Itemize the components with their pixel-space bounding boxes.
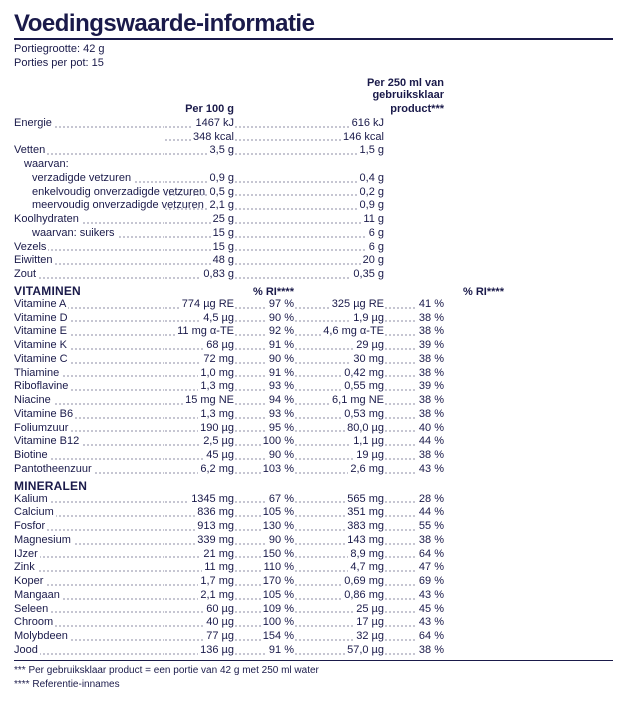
mineral-row: Fosfor913 mg130 %383 mg55 % — [14, 520, 613, 534]
footnote-1: *** Per gebruiksklaar product = een port… — [14, 665, 613, 677]
satfat-row: verzadigde vetzuren 0,9 g 0,4 g — [14, 172, 613, 186]
vitamin-row: Pantotheenzuur6,2 mg103 %2,6 mg43 % — [14, 463, 613, 477]
column-headers: Per 250 ml van gebruiksklaar — [14, 77, 613, 101]
vitamin-row: Vitamine A774 µg RE97 %325 µg RE41 % — [14, 298, 613, 312]
servings-per: Porties per pot: 15 — [14, 56, 613, 70]
mineral-row: Koper1,7 mg170 %0,69 mg69 % — [14, 575, 613, 589]
vitamin-row: Niacine15 mg NE94 %6,1 mg NE38 % — [14, 394, 613, 408]
vitamin-row: Vitamine B122,5 µg100 %1,1 µg44 % — [14, 435, 613, 449]
sugar-row: waarvan: suikers 15 g 6 g — [14, 227, 613, 241]
serving-size: Portiegrootte: 42 g — [14, 42, 613, 56]
column-headers-2: Per 100 g product*** — [14, 103, 613, 115]
of-which-row: waarvan: — [14, 158, 613, 172]
footnote-2: **** Referentie-innames — [14, 679, 613, 691]
vitamin-row: Vitamine D4,5 µg90 %1,9 µg38 % — [14, 312, 613, 326]
mineral-row: IJzer21 mg150 %8,9 mg64 % — [14, 548, 613, 562]
mineral-row: Kalium1345 mg67 %565 mg28 % — [14, 493, 613, 507]
protein-row: Eiwitten 48 g 20 g — [14, 254, 613, 268]
vitamin-row: Thiamine1,0 mg91 %0,42 mg38 % — [14, 367, 613, 381]
vitamin-row: Vitamine K68 µg91 %29 µg39 % — [14, 339, 613, 353]
vitamins-header: VITAMINEN % RI**** % RI**** — [14, 284, 613, 298]
mineral-row: Molybdeen77 µg154 %32 µg64 % — [14, 630, 613, 644]
title: Voedingswaarde-informatie — [14, 10, 613, 40]
vitamin-row: Vitamine C72 mg90 %30 mg38 % — [14, 353, 613, 367]
vitamin-row: Vitamine B61,3 mg93 %0,53 mg38 % — [14, 408, 613, 422]
mineral-row: Mangaan2,1 mg105 %0,86 mg43 % — [14, 589, 613, 603]
fat-row: Vetten 3,5 g 1,5 g — [14, 144, 613, 158]
vitamin-row: Riboflavine1,3 mg93 %0,55 mg39 % — [14, 380, 613, 394]
mineral-row: Calcium836 mg105 %351 mg44 % — [14, 506, 613, 520]
energy-row: Energie 1467 kJ 616 kJ — [14, 117, 613, 131]
poly-row: meervoudig onverzadigde vetzuren 2,1 g 0… — [14, 199, 613, 213]
energy-kcal-row: 348 kcal 146 kcal — [14, 131, 613, 145]
mineral-row: Magnesium339 mg90 %143 mg38 % — [14, 534, 613, 548]
vitamin-row: Vitamine E11 mg α-TE92 %4,6 mg α-TE38 % — [14, 325, 613, 339]
salt-row: Zout 0,83 g 0,35 g — [14, 268, 613, 282]
fiber-row: Vezels 15 g 6 g — [14, 241, 613, 255]
minerals-header: MINERALEN — [14, 479, 613, 493]
carb-row: Koolhydraten 25 g 11 g — [14, 213, 613, 227]
mineral-row: Seleen60 µg109 %25 µg45 % — [14, 603, 613, 617]
vitamin-row: Foliumzuur190 µg95 %80,0 µg40 % — [14, 422, 613, 436]
mineral-row: Jood136 µg91 %57,0 µg38 % — [14, 644, 613, 658]
mono-row: enkelvoudig onverzadigde vetzuren 0,5 g … — [14, 186, 613, 200]
vitamin-row: Biotine45 µg90 %19 µg38 % — [14, 449, 613, 463]
mineral-row: Zink11 mg110 %4,7 mg47 % — [14, 561, 613, 575]
mineral-row: Chroom40 µg100 %17 µg43 % — [14, 616, 613, 630]
